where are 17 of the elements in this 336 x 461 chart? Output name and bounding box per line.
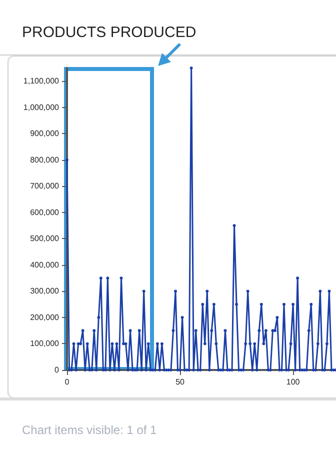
x-tick-label: 50 <box>176 378 186 386</box>
y-tick-label: 300,000 <box>30 286 60 296</box>
y-tick-label: 800,000 <box>30 155 60 164</box>
x-tick-label: 100 <box>286 378 300 386</box>
y-tick-label: 500,000 <box>30 234 60 244</box>
text: Chart items visible: 1 of 1 <box>22 423 158 437</box>
y-tick-label: 1,000,000 <box>23 102 60 112</box>
y-tick-label: 900,000 <box>30 129 60 138</box>
x-tick-label: 0 <box>64 378 70 386</box>
y-tick-label: 0 <box>54 366 60 374</box>
y-tick-label: 700,000 <box>30 182 60 191</box>
y-tick-label: 400,000 <box>30 260 60 270</box>
y-tick-label: 200,000 <box>30 312 60 322</box>
y-tick-label: 100,000 <box>30 339 60 348</box>
y-tick-label: 600,000 <box>30 208 60 217</box>
chart-title: PRODUCTS PRODUCED <box>22 24 196 41</box>
y-tick-label: 1,100,000 <box>23 76 60 86</box>
